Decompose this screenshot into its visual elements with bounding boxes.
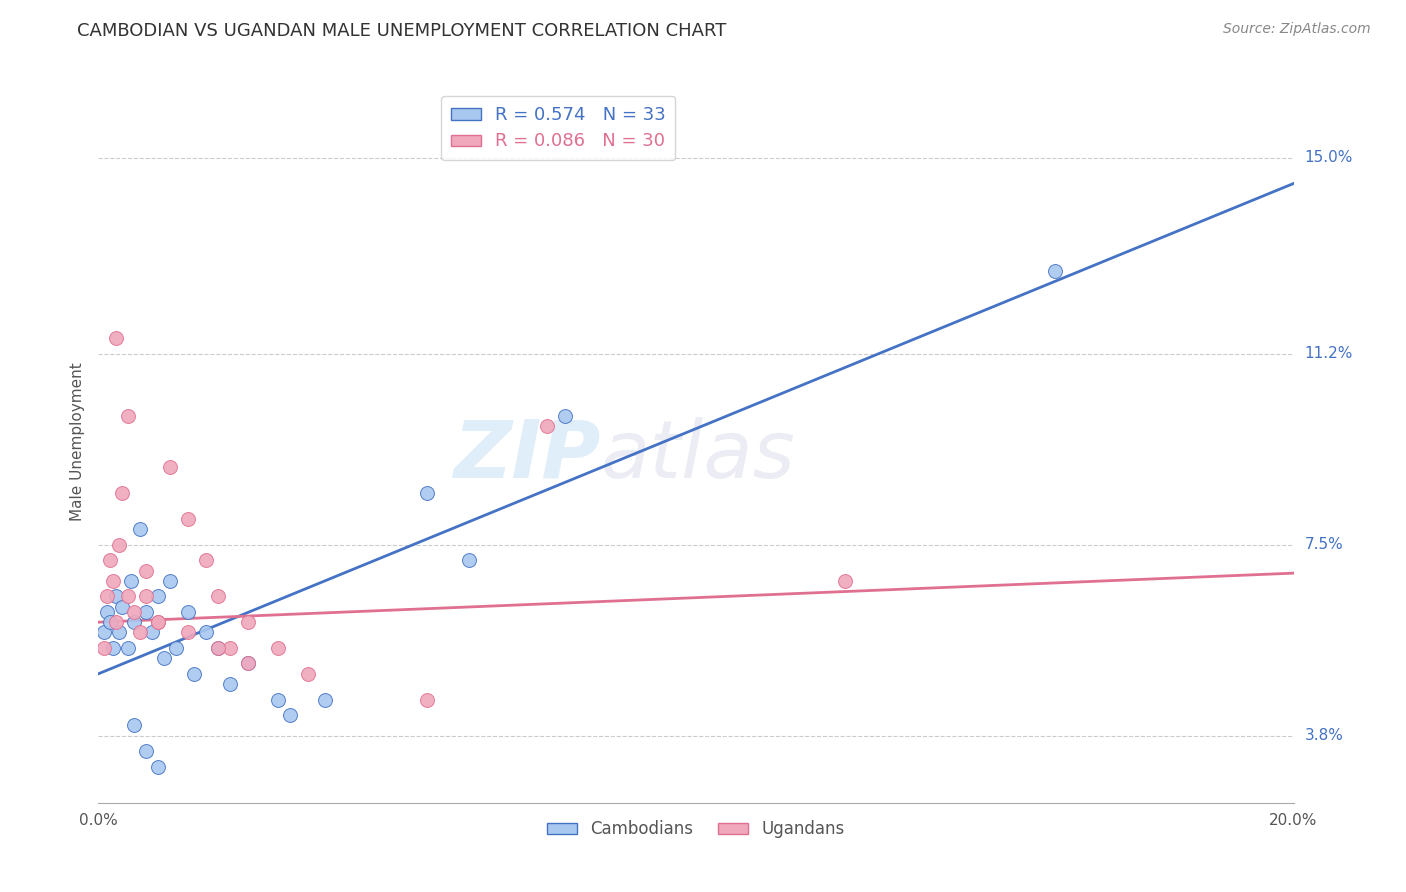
- Point: [165, 640, 187, 655]
- Point: [129, 625, 152, 640]
- Point: [183, 666, 205, 681]
- Point: [108, 625, 131, 640]
- Point: [93, 640, 115, 655]
- Point: [195, 625, 218, 640]
- Point: [278, 708, 301, 723]
- Point: [135, 744, 157, 758]
- Point: [159, 574, 181, 588]
- Point: [93, 625, 115, 640]
- Text: 7.5%: 7.5%: [1305, 537, 1343, 552]
- Point: [117, 590, 139, 604]
- Point: [148, 760, 170, 774]
- Point: [236, 615, 259, 630]
- Point: [98, 615, 122, 630]
- Point: [458, 553, 481, 567]
- Point: [219, 640, 242, 655]
- Point: [148, 615, 170, 630]
- Point: [267, 640, 290, 655]
- Point: [96, 605, 118, 619]
- Point: [416, 486, 439, 500]
- Point: [148, 615, 170, 630]
- Point: [416, 692, 439, 706]
- Point: [177, 605, 200, 619]
- Legend: Cambodians, Ugandans: Cambodians, Ugandans: [540, 814, 852, 845]
- Point: [124, 605, 146, 619]
- Point: [111, 599, 134, 614]
- Point: [177, 512, 200, 526]
- Point: [207, 640, 229, 655]
- Point: [159, 460, 181, 475]
- Point: [207, 640, 229, 655]
- Point: [105, 590, 128, 604]
- Point: [207, 590, 229, 604]
- Point: [236, 657, 259, 671]
- Point: [297, 666, 319, 681]
- Point: [219, 677, 242, 691]
- Text: 3.8%: 3.8%: [1305, 728, 1344, 743]
- Point: [117, 409, 139, 423]
- Point: [135, 605, 157, 619]
- Point: [129, 522, 152, 536]
- Point: [96, 590, 118, 604]
- Point: [98, 553, 122, 567]
- Point: [1043, 264, 1066, 278]
- Point: [120, 574, 142, 588]
- Point: [135, 564, 157, 578]
- Point: [153, 651, 176, 665]
- Point: [135, 590, 157, 604]
- Point: [834, 574, 856, 588]
- Point: [117, 640, 139, 655]
- Point: [103, 574, 125, 588]
- Y-axis label: Male Unemployment: Male Unemployment: [69, 362, 84, 521]
- Text: 15.0%: 15.0%: [1305, 150, 1353, 165]
- Text: atlas: atlas: [600, 417, 796, 495]
- Point: [105, 615, 128, 630]
- Text: CAMBODIAN VS UGANDAN MALE UNEMPLOYMENT CORRELATION CHART: CAMBODIAN VS UGANDAN MALE UNEMPLOYMENT C…: [77, 22, 727, 40]
- Point: [536, 419, 558, 434]
- Point: [315, 692, 337, 706]
- Point: [103, 640, 125, 655]
- Text: Source: ZipAtlas.com: Source: ZipAtlas.com: [1223, 22, 1371, 37]
- Point: [124, 718, 146, 732]
- Point: [108, 538, 131, 552]
- Point: [554, 409, 576, 423]
- Text: 11.2%: 11.2%: [1305, 346, 1353, 361]
- Point: [195, 553, 218, 567]
- Point: [141, 625, 163, 640]
- Point: [105, 331, 128, 345]
- Point: [236, 657, 259, 671]
- Text: ZIP: ZIP: [453, 417, 600, 495]
- Point: [124, 615, 146, 630]
- Point: [177, 625, 200, 640]
- Point: [111, 486, 134, 500]
- Point: [267, 692, 290, 706]
- Point: [148, 590, 170, 604]
